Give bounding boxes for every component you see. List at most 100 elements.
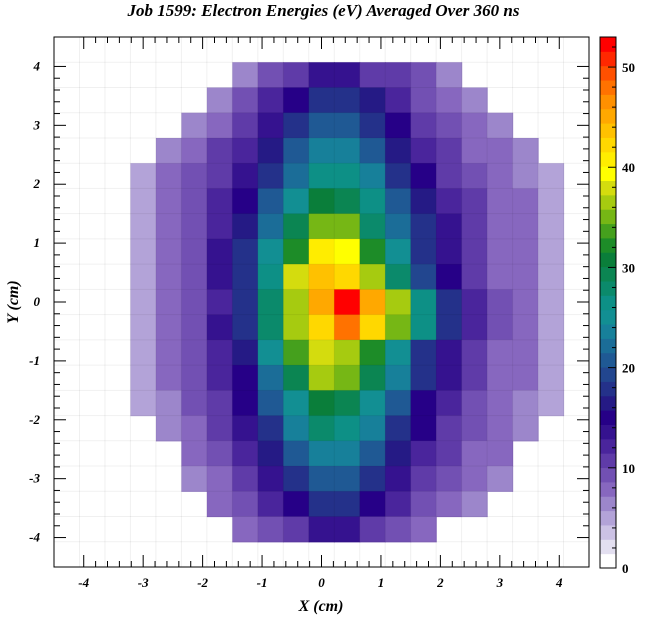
- heatmap-cell: [461, 238, 488, 265]
- heatmap-cell: [487, 238, 514, 265]
- heatmap-cell: [487, 415, 514, 442]
- heatmap-cell: [461, 137, 488, 164]
- heatmap-cell: [181, 188, 208, 215]
- colorbar-tick-label: 0: [622, 561, 629, 576]
- heatmap-cell: [155, 238, 182, 265]
- heatmap-cell: [461, 314, 488, 341]
- heatmap-cell: [232, 289, 259, 316]
- heatmap-cell: [359, 339, 386, 366]
- heatmap-cell: [385, 314, 412, 341]
- heatmap-cell: [359, 137, 386, 164]
- heatmap-cell: [359, 516, 386, 543]
- heatmap-cell: [283, 213, 310, 240]
- colorbar-segment: [600, 194, 616, 210]
- heatmap-cell: [436, 163, 463, 190]
- heatmap-cell: [410, 390, 437, 417]
- heatmap-cell: [359, 188, 386, 215]
- heatmap-cell: [181, 289, 208, 316]
- heatmap-cell: [436, 112, 463, 139]
- y-tick-label: 3: [33, 117, 41, 132]
- heatmap-cell: [334, 314, 361, 341]
- heatmap-cell: [461, 491, 488, 518]
- heatmap-cell: [461, 188, 488, 215]
- heatmap-cell: [232, 62, 259, 89]
- heatmap-cell: [436, 188, 463, 215]
- heatmap-cell: [538, 238, 565, 265]
- heatmap-cell: [436, 87, 463, 114]
- heatmap-cell: [181, 163, 208, 190]
- heatmap-cell: [257, 491, 284, 518]
- heatmap-cell: [206, 339, 233, 366]
- heatmap-cell: [308, 112, 335, 139]
- heatmap-cell: [410, 238, 437, 265]
- heatmap-cell: [257, 188, 284, 215]
- heatmap-cell: [283, 491, 310, 518]
- heatmap-cell: [283, 289, 310, 316]
- heatmap-cell: [334, 213, 361, 240]
- heatmap-cell: [334, 163, 361, 190]
- heatmap-cell: [257, 238, 284, 265]
- heatmap-cell: [155, 415, 182, 442]
- colorbar-segment: [600, 539, 616, 555]
- heatmap-cell: [308, 314, 335, 341]
- heatmap-cell: [538, 314, 565, 341]
- heatmap-cell: [308, 516, 335, 543]
- y-axis-ticks: -4 -3 -2 -1 0 1 2 3 4: [29, 58, 589, 545]
- colorbar-segment: [600, 180, 616, 196]
- heatmap-cell: [410, 415, 437, 442]
- heatmap-cell: [538, 188, 565, 215]
- heatmap-cell: [436, 213, 463, 240]
- x-tick-label: -3: [138, 575, 149, 590]
- heatmap-cell: [283, 238, 310, 265]
- heatmap-cell: [436, 314, 463, 341]
- heatmap-cell: [334, 516, 361, 543]
- heatmap-cell: [206, 466, 233, 492]
- colorbar-tick-label: 30: [622, 260, 635, 275]
- colorbar-segment: [600, 510, 616, 526]
- x-axis-ticks: -4 -3 -2 -1 0 1 2 3 4: [78, 37, 563, 590]
- heatmap-cell: [283, 62, 310, 89]
- y-tick-label: 4: [33, 58, 41, 73]
- heatmap-cell: [257, 390, 284, 417]
- heatmap-cell: [257, 365, 284, 391]
- heatmap-cell: [487, 339, 514, 366]
- heatmap-cell: [206, 314, 233, 341]
- heatmap-cell: [308, 188, 335, 215]
- heatmap-cell: [512, 188, 539, 215]
- heatmap-cell: [359, 289, 386, 316]
- heatmap-cell: [257, 137, 284, 164]
- heatmap-cell: [359, 213, 386, 240]
- heatmap-cell: [181, 238, 208, 265]
- heatmap-cell: [181, 339, 208, 366]
- heatmap-cell: [436, 491, 463, 518]
- heatmap-cell: [130, 314, 157, 341]
- heatmap-cell: [257, 466, 284, 492]
- y-tick-label: 2: [33, 176, 41, 191]
- heatmap-cell: [512, 163, 539, 190]
- colorbar-segment: [600, 137, 616, 153]
- heatmap-cell: [232, 264, 259, 290]
- heatmap-cell: [359, 238, 386, 265]
- colorbar-segment: [600, 80, 616, 95]
- heatmap-cell: [130, 289, 157, 316]
- heatmap-cell: [283, 264, 310, 290]
- heatmap-cell: [359, 87, 386, 114]
- heatmap-cell: [359, 491, 386, 518]
- heatmap-cell: [512, 213, 539, 240]
- colorbar-segment: [600, 51, 616, 67]
- heatmap-cell: [308, 466, 335, 492]
- heatmap-cell: [130, 264, 157, 290]
- heatmap-cell: [359, 112, 386, 139]
- heatmap-cell: [487, 137, 514, 164]
- y-tick-label: 1: [34, 235, 41, 250]
- heatmap-cell: [181, 112, 208, 139]
- colorbar-segment: [600, 338, 616, 354]
- heatmap-cell: [359, 62, 386, 89]
- colorbar-segment: [600, 381, 616, 397]
- heatmap-cell: [257, 339, 284, 366]
- heatmap-cell: [232, 415, 259, 442]
- heatmap-cell: [385, 87, 412, 114]
- heatmap-cell: [181, 314, 208, 341]
- heatmap-cell: [538, 264, 565, 290]
- x-tick-label: -2: [197, 575, 208, 590]
